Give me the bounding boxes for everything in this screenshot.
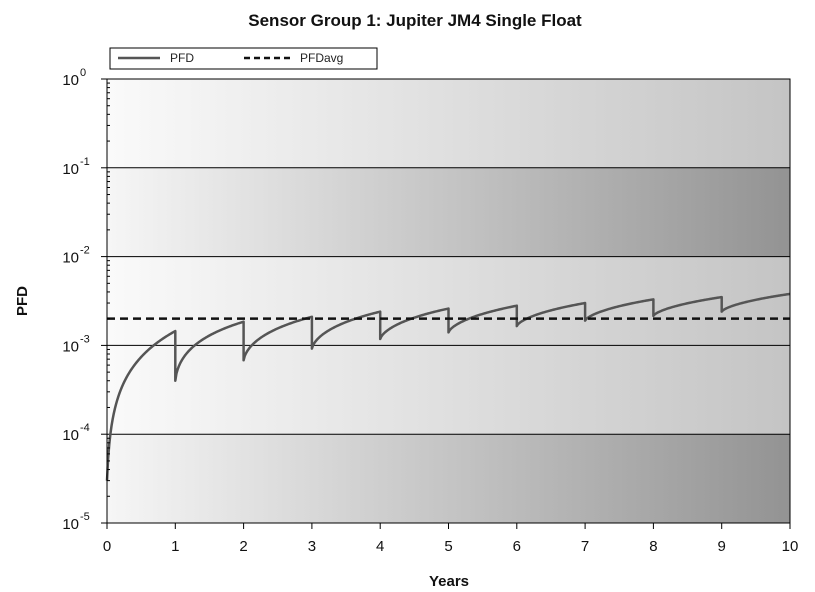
band-0 (107, 79, 790, 168)
x-tick-label: 6 (513, 538, 521, 555)
y-tick-label: 10 (62, 72, 79, 89)
y-minor-ticks (107, 82, 110, 497)
plot-series (105, 292, 791, 481)
y-tick-exponent: 0 (80, 67, 86, 79)
band-3 (107, 345, 790, 435)
x-axis-ticks: 0 1 2 3 4 5 6 7 8 9 10 (103, 523, 799, 555)
x-tick-label: 3 (308, 538, 316, 555)
y-tick-exponent: -5 (80, 511, 90, 523)
y-axis-label: PFD (14, 286, 31, 316)
x-tick-label: 4 (376, 538, 384, 555)
x-tick-label: 9 (718, 538, 726, 555)
x-tick-label: 0 (103, 538, 111, 555)
band-1 (107, 167, 790, 257)
x-axis-label: Years (429, 573, 469, 590)
legend-pfd-label: PFD (170, 51, 194, 65)
horizontal-gridlines (107, 167, 790, 435)
legend: PFD PFDavg (109, 47, 378, 70)
y-tick-exponent: -1 (80, 156, 90, 168)
pfd-series-line (105, 292, 791, 481)
x-tick-label: 2 (239, 538, 247, 555)
x-tick-label: 10 (782, 538, 799, 555)
y-tick-exponent: -2 (80, 245, 90, 257)
x-tick-label: 5 (444, 538, 452, 555)
y-tick-label: 10 (62, 516, 79, 533)
legend-pfdavg-label: PFDavg (300, 51, 343, 65)
band-4 (107, 434, 790, 523)
x-tick-label: 7 (581, 538, 589, 555)
legend-box (109, 47, 378, 70)
y-tick-label: 10 (62, 161, 79, 178)
y-tick-exponent: -3 (80, 333, 90, 345)
x-tick-label: 1 (171, 538, 179, 555)
background-bands (107, 79, 790, 523)
x-tick-label: 8 (649, 538, 657, 555)
chart-title: Sensor Group 1: Jupiter JM4 Single Float (248, 11, 582, 30)
y-tick-label: 10 (62, 250, 79, 267)
y-tick-exponent: -4 (80, 422, 90, 434)
y-tick-label: 10 (62, 338, 79, 355)
y-tick-label: 10 (62, 427, 79, 444)
